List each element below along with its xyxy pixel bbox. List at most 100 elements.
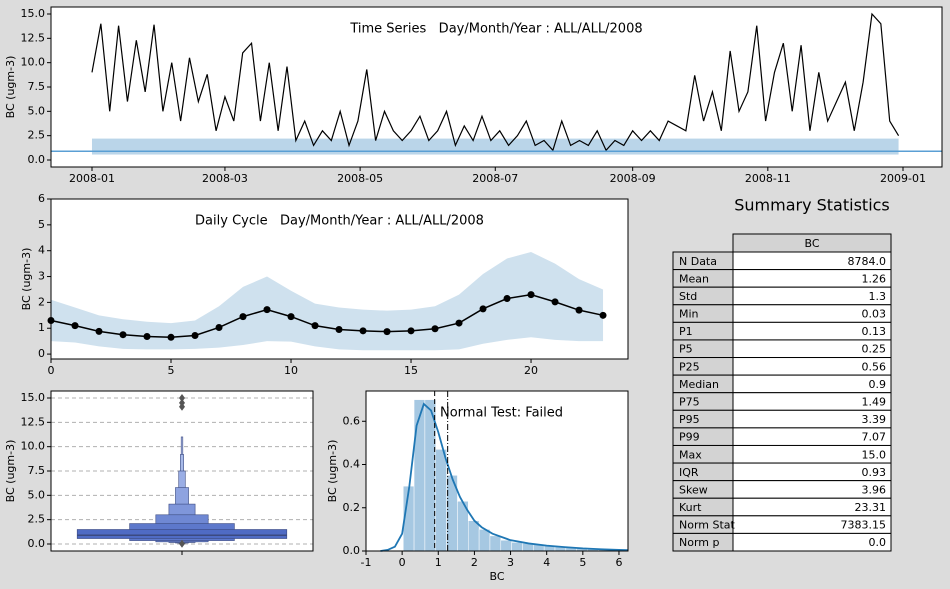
y-tick-label: 15.0 [21,7,46,20]
series-line [50,293,604,339]
row-label: Max [679,448,702,461]
y-tick-label: 10.0 [21,440,46,453]
point [95,327,103,335]
x-tick-label: 6 [615,556,622,569]
y-tick-label: 0.6 [343,414,361,427]
point [287,313,295,321]
plot-frame [365,390,629,552]
row-value: 15.0 [862,448,887,461]
histogram-bar [489,535,502,552]
y-tick-label: 0 [38,347,45,360]
point [599,311,607,319]
point [263,306,271,314]
row-label: P75 [679,396,700,409]
plot-frame [50,198,629,360]
histogram-bar [413,399,426,552]
x-tick-label: 2008-09 [610,172,656,185]
point [383,328,391,336]
row-value-cell [732,286,892,306]
point [575,306,583,314]
x-tick-label: 2 [471,556,478,569]
band [51,251,604,351]
row-value: 7.07 [862,431,887,444]
row-label: N Data [679,255,717,268]
x-tick-label: 20 [524,364,538,377]
y-tick-label: 7.5 [28,80,46,93]
row-value: 3.96 [862,483,887,496]
row-value: 0.25 [862,343,887,356]
y-tick-label: 7.5 [28,464,46,477]
point [431,325,439,333]
plot-frame [50,390,314,552]
row-label: Mean [679,272,709,285]
point [143,333,151,341]
point [551,298,559,306]
letter-value-box [76,529,288,539]
y-tick-label: 4 [38,244,45,257]
point [311,322,319,330]
row-value: 7383.15 [841,519,887,532]
y-tick-label: 0.0 [28,537,46,550]
y-axis-label: BC (ugm-3) [4,440,17,503]
y-axis-label: BC (ugm-3) [20,248,33,311]
x-tick-label: 2008-03 [202,172,248,185]
x-tick-label: 0 [48,364,55,377]
kde-line [380,402,629,552]
row-value: 3.39 [862,413,887,426]
row-value: 0.0 [869,536,887,549]
y-tick-label: 12.5 [21,415,46,428]
y-tick-label: 0.2 [343,501,361,514]
row-label: P25 [679,360,700,373]
row-label: Kurt [679,501,702,514]
row-label: Norm p [679,536,719,549]
x-tick-label: 5 [168,364,175,377]
histogram-bar [478,529,491,552]
x-tick-label: 3 [507,556,514,569]
outlier [179,402,185,411]
chart-title: Daily Cycle Day/Month/Year : ALL/ALL/200… [195,214,484,229]
row-label: Min [679,308,699,321]
x-tick-label: 2009-01 [880,172,926,185]
row-label: P5 [679,343,693,356]
y-tick-label: 15.0 [21,391,46,404]
header-text: BC [804,237,819,250]
outlier [179,539,185,548]
y-tick-label: 0.0 [28,153,46,166]
row-value: 1.3 [869,290,887,303]
histogram-bar [511,542,523,552]
row-label: Norm Stat [679,519,736,532]
point [335,326,343,334]
x-tick-label: 2008-05 [337,172,383,185]
point [167,333,175,341]
y-tick-label: 5 [38,218,45,231]
x-tick-label: 15 [404,364,418,377]
row-label: Median [679,378,719,391]
annotation: Normal Test: Failed [440,406,563,421]
row-value: 0.13 [862,325,887,338]
table-title: Summary Statistics [734,196,890,215]
row-label: Std [679,290,697,303]
y-tick-label: 2.5 [28,513,46,526]
point [407,327,415,335]
row-value: 0.9 [869,378,887,391]
y-tick-label: 10.0 [21,56,46,69]
point [119,331,127,339]
histogram-bar [500,539,512,552]
band [91,138,899,155]
row-label: P95 [679,413,700,426]
point [71,322,79,330]
y-tick-label: 2 [38,295,45,308]
outlier [179,394,185,403]
x-tick-label: 4 [543,556,550,569]
y-tick-label: 12.5 [21,31,46,44]
x-tick-label: 2008-07 [472,172,518,185]
row-value: 8784.0 [848,255,887,268]
y-tick-label: 0.4 [343,458,361,471]
plot-frame [50,6,943,168]
point [503,295,511,303]
row-label: P1 [679,325,693,338]
y-tick-label: 3 [38,270,45,283]
point [479,305,487,313]
x-tick-label: 10 [284,364,298,377]
